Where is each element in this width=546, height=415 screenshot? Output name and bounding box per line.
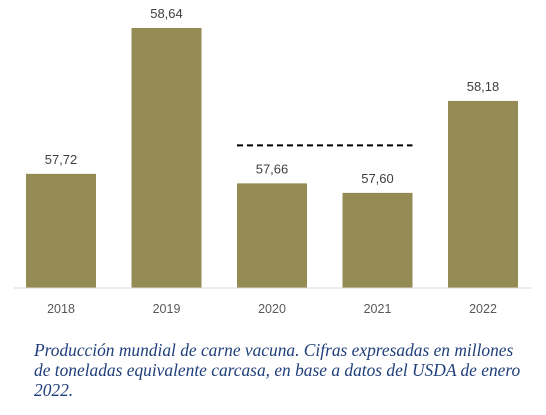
value-label-2019: 58,64 [150,6,183,21]
value-labels-group: 57,72 58,64 57,66 57,60 58,18 [45,6,500,186]
tick-label-2022: 2022 [469,302,497,316]
chart-caption: Producción mundial de carne vacuna. Cifr… [34,340,521,400]
tick-label-2018: 2018 [47,302,75,316]
bar-2021 [342,192,413,288]
tick-label-2021: 2021 [364,302,392,316]
bar-2019 [131,28,202,288]
tick-label-2019: 2019 [153,302,181,316]
x-tick-labels-group: 2018 2019 2020 2021 2022 [47,302,497,316]
value-label-2021: 57,60 [361,171,394,186]
tick-label-2020: 2020 [258,302,286,316]
bar-2020 [237,183,307,288]
bar-2022 [448,100,518,289]
value-label-2020: 57,66 [256,161,289,176]
bars-group [26,28,518,289]
value-label-2022: 58,18 [467,79,500,94]
bar-chart: 57,72 58,64 57,66 57,60 58,18 2018 2019 2020 20… [14,6,532,316]
bar-2018 [26,173,96,288]
value-label-2018: 57,72 [45,152,78,167]
